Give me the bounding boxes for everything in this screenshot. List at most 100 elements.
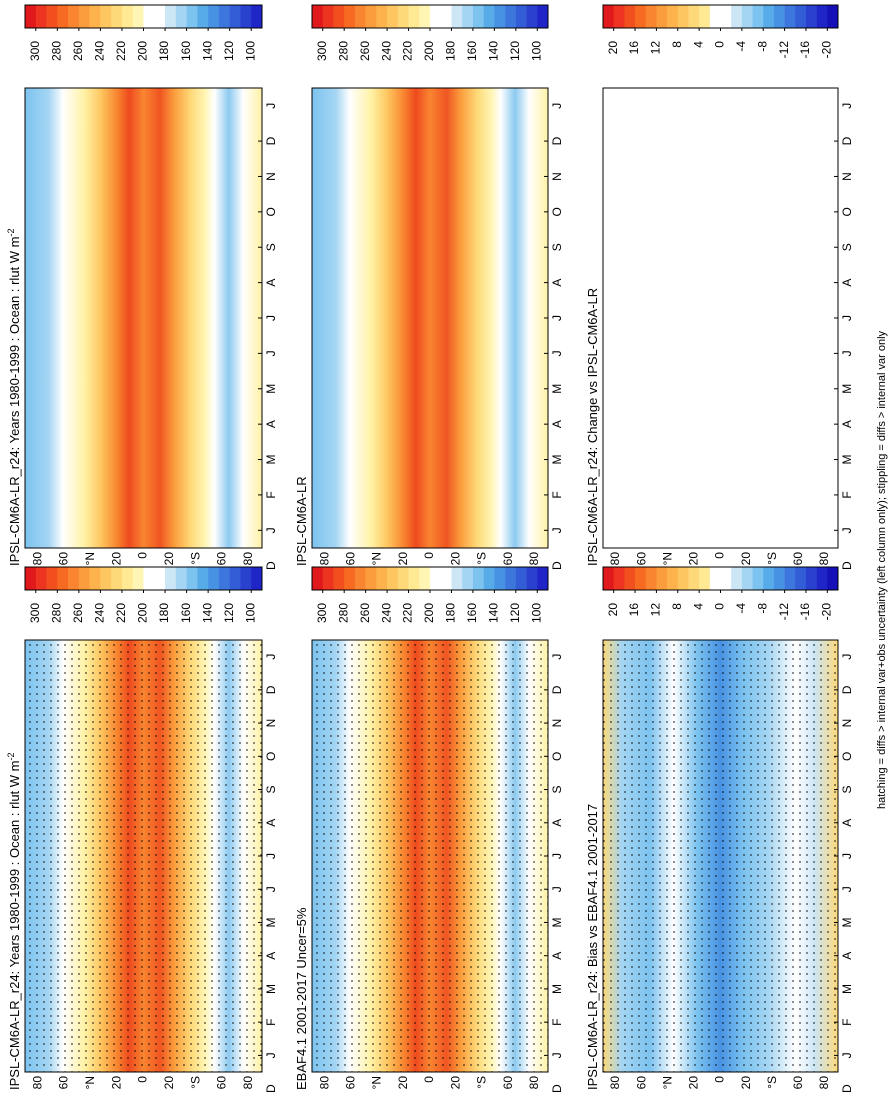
lat-label: °N [660,1076,674,1089]
month-label: A [550,952,564,960]
month-label: J [264,1052,278,1058]
lat-label: 20 [109,1076,123,1090]
month-label: D [264,136,278,145]
stippling [312,640,548,1072]
colorbar-label: 280 [49,41,63,61]
month-label: N [840,172,854,181]
month-label: O [550,207,564,216]
colorbar-label: 240 [93,603,107,623]
colorbar-swatch [57,5,69,28]
colorbar-swatch [526,5,538,28]
month-label: M [840,455,854,465]
colorbar-swatch [731,5,743,28]
lat-label: 0 [713,552,727,559]
colorbar-label: 160 [465,603,479,623]
colorbar-label: 200 [422,603,436,623]
month-label: D [550,136,564,145]
colorbar-swatch [472,5,484,28]
month-label: N [264,719,278,728]
colorbar-swatch [365,5,377,28]
colorbar-swatch [462,5,474,28]
colorbar-label: 0 [713,603,727,610]
colorbar-swatch [515,5,527,28]
colorbar-label: 260 [358,603,372,623]
colorbar-label: 240 [379,41,393,61]
colorbar-swatch [741,567,753,590]
lat-label: 20 [687,552,701,566]
colorbar-swatch [312,567,324,590]
colorbar-label: -4 [734,603,748,614]
colorbar-label: 220 [401,41,415,61]
colorbar-swatch [354,567,366,590]
month-label: S [840,243,854,251]
colorbar-swatch [322,5,334,28]
lat-label: °S [475,552,489,565]
colorbar-swatch [100,5,112,28]
month-label: A [840,819,854,827]
colorbar-label: 4 [691,603,705,610]
colorbar-swatch [805,567,817,590]
colorbar-swatch [376,567,388,590]
month-label: J [264,527,278,533]
colorbar-label: 180 [444,603,458,623]
lat-label: 80 [30,552,44,566]
month-label: J [840,654,854,660]
colorbar-swatch [827,5,839,28]
colorbar-label: -16 [798,603,812,621]
month-label: M [264,984,278,994]
colorbar-label: 12 [649,41,663,55]
colorbar-swatch [763,567,775,590]
colorbar-swatch [208,567,220,590]
panel-title: EBAF4.1 2001-2017 Uncer=5% [294,907,309,1090]
month-label: M [264,455,278,465]
colorbar-swatch [635,567,647,590]
month-label: O [264,752,278,761]
colorbar-label: 300 [315,603,329,623]
colorbar-swatch [816,567,828,590]
colorbar-swatch [89,5,101,28]
month-label: M [840,984,854,994]
title-superscript: -2 [6,228,16,236]
colorbar-swatch [251,567,263,590]
lat-label: °S [765,552,779,565]
colorbar-label: 4 [691,41,705,48]
colorbar-swatch [121,567,134,590]
colorbar-swatch [440,5,452,28]
colorbar-label: 160 [179,41,193,61]
colorbar-swatch [322,567,334,590]
colorbar-swatch [515,567,527,590]
colorbar-swatch [816,5,828,28]
lat-label: 60 [57,1076,71,1090]
month-label: N [840,719,854,728]
title-text: IPSL-CM6A-LR [294,476,309,566]
panel-title: IPSL-CM6A-LR [294,476,309,566]
month-label: N [550,719,564,728]
colorbar-swatch [229,567,241,590]
colorbar-swatch [354,5,366,28]
colorbar-swatch [462,567,474,590]
panel-title: IPSL-CM6A-LR_r24: Bias vs EBAF4.1 2001-2… [585,804,600,1090]
colorbar-label: 280 [336,603,350,623]
colorbar-swatch [46,5,58,28]
colorbar-label: -12 [777,603,791,621]
colorbar-swatch [720,5,732,28]
month-label: S [840,786,854,794]
lat-label: °S [188,552,202,565]
colorbar-label: 220 [114,603,128,623]
colorbar-swatch [35,567,47,590]
month-label: A [550,279,564,287]
colorbar-label: 16 [627,41,641,55]
colorbar-label: 120 [222,41,236,61]
lat-label: 80 [241,552,255,566]
month-label: J [550,1052,564,1058]
colorbar-swatch [57,567,69,590]
lat-label: 0 [713,1076,727,1083]
colorbar-swatch [688,5,700,28]
colorbar-swatch [537,567,549,590]
colorbar-swatch [89,567,101,590]
month-label: O [550,752,564,761]
colorbar-swatch [483,567,495,590]
month-label: A [840,279,854,287]
panel: IPSL-CM6A-LR_r24: Years 1980-1999 : Ocea… [6,4,278,570]
